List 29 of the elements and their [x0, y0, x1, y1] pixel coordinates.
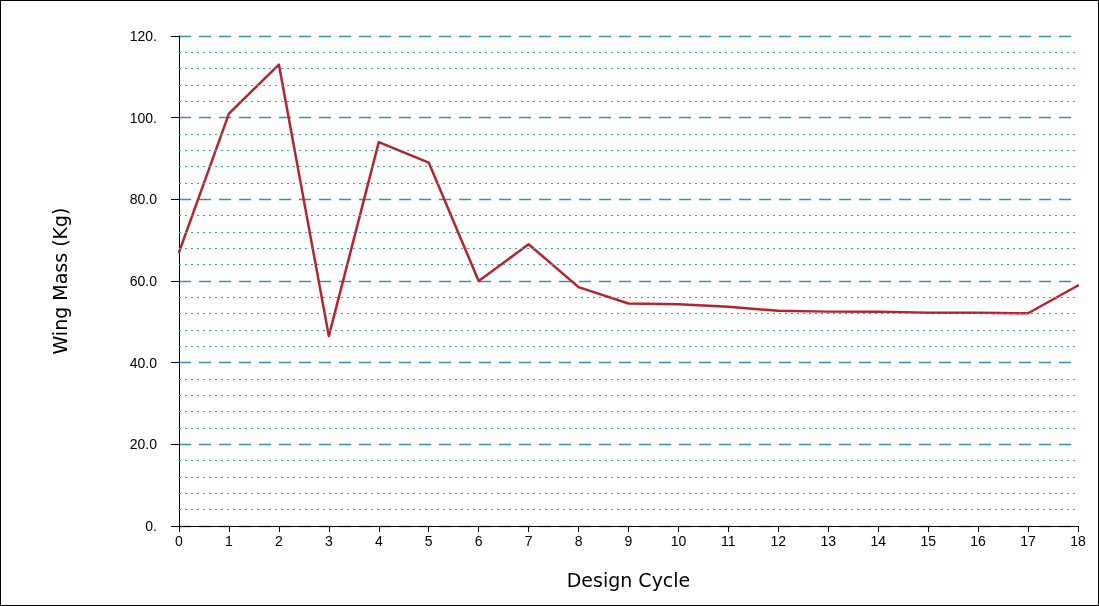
x-tick-label: 7 — [524, 533, 533, 549]
y-tick-label: 80.0 — [129, 191, 158, 208]
y-tick-label: 0. — [145, 518, 157, 534]
x-tick-label: 5 — [424, 533, 433, 549]
x-tick-label: 12 — [770, 533, 787, 549]
x-tick-label: 15 — [920, 533, 937, 549]
x-tick-label: 8 — [574, 533, 583, 549]
x-tick-label: 6 — [474, 533, 483, 549]
y-tick-label: 20.0 — [129, 436, 158, 453]
x-axis-title: Design Cycle — [566, 568, 691, 591]
x-tick-label: 0 — [175, 533, 184, 549]
y-tick-label: 60.0 — [129, 273, 158, 289]
x-tick-label: 18 — [1070, 533, 1086, 549]
y-tick-label: 40.0 — [129, 354, 158, 371]
line-series — [177, 63, 1080, 338]
x-tick-label: 3 — [324, 533, 333, 549]
x-tick-label: 10 — [670, 533, 687, 549]
y-axis-title: Wing Mass (Kg) — [48, 207, 71, 355]
x-tick-label: 9 — [624, 533, 633, 549]
x-tick-label: 1 — [225, 533, 234, 549]
x-tick-label: 16 — [970, 533, 987, 549]
y-tick-label: 100. — [129, 109, 157, 126]
x-tick-label: 17 — [1020, 533, 1037, 549]
x-tick-label: 4 — [374, 533, 383, 549]
x-tick-label: 14 — [870, 533, 887, 549]
x-tick-label: 11 — [721, 533, 736, 549]
x-tick-label: 13 — [820, 533, 837, 549]
x-tick-label: 2 — [274, 533, 283, 549]
y-tick-label: 120. — [129, 28, 157, 44]
